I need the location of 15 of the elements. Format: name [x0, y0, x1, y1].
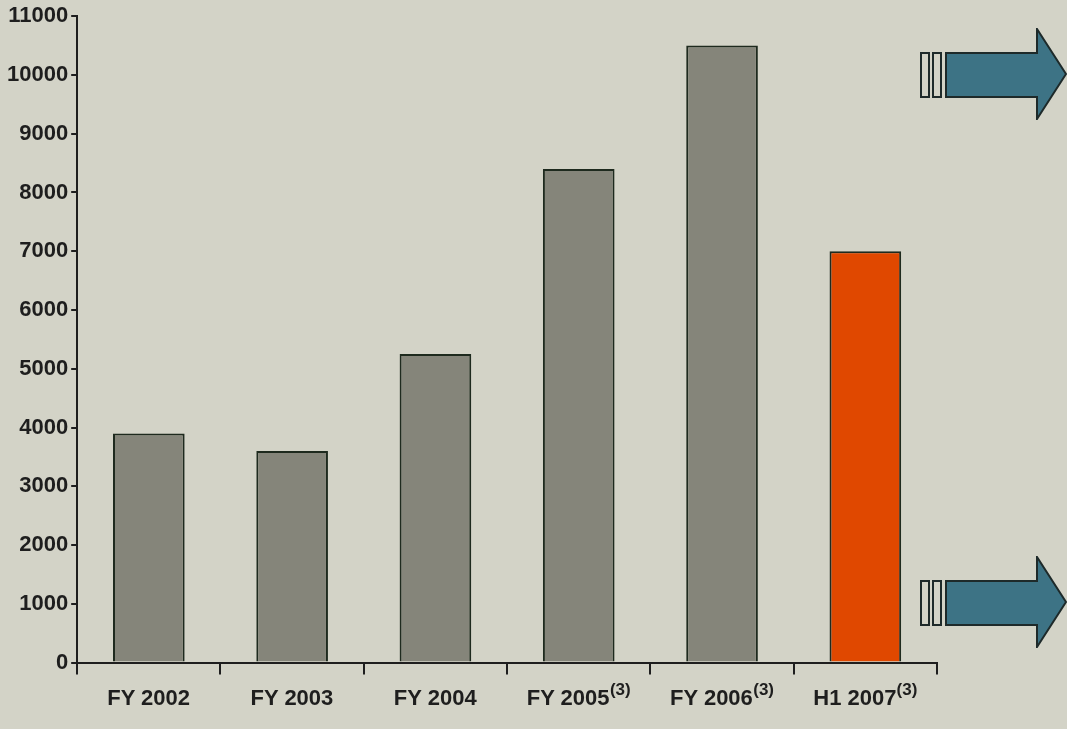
y-tick-label: 4000 [19, 413, 69, 439]
y-tick-label: 1000 [19, 589, 69, 615]
x-tick-label: FY 2002 [107, 684, 191, 710]
y-tick-label: 8000 [19, 178, 69, 204]
y-tick-label: 9000 [19, 119, 69, 145]
y-tick-label: 11000 [8, 2, 69, 28]
y-tick-label: 7000 [19, 237, 69, 263]
y-tick-label: 0 [55, 648, 69, 674]
y-tick-label: 2000 [19, 531, 69, 557]
x-tick-label: FY 2004 [393, 684, 478, 710]
y-tick-label: 5000 [19, 354, 69, 380]
y-tick-label: 6000 [19, 296, 69, 322]
x-tick-label: FY 2003 [250, 684, 334, 710]
y-tick-label: 3000 [19, 472, 69, 498]
y-tick-label: 10000 [6, 61, 69, 87]
